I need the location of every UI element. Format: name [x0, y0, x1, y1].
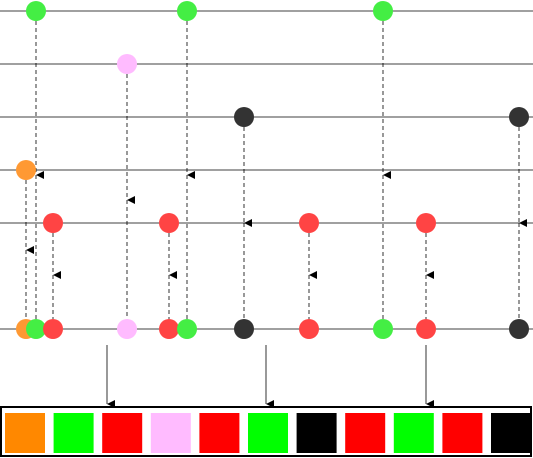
marble	[117, 54, 137, 74]
result-box	[150, 413, 191, 453]
result-box	[442, 413, 483, 453]
result-box	[199, 413, 240, 453]
output-marble	[416, 319, 436, 339]
output-marble	[117, 319, 137, 339]
result-box	[296, 413, 337, 453]
output-marble	[26, 319, 46, 339]
result-box	[393, 413, 434, 453]
marble	[26, 1, 46, 21]
arrows	[25, 21, 527, 408]
marble	[43, 213, 63, 233]
output-marble	[234, 319, 254, 339]
result-box	[53, 413, 94, 453]
result-box	[345, 413, 386, 453]
marble	[177, 1, 197, 21]
marble	[509, 107, 529, 127]
output-marble	[373, 319, 393, 339]
marble	[159, 213, 179, 233]
marbles	[16, 1, 529, 339]
output-marble	[159, 319, 179, 339]
output-marble	[177, 319, 197, 339]
timelines	[0, 10, 533, 330]
marble	[16, 160, 36, 180]
marble	[299, 213, 319, 233]
marble	[416, 213, 436, 233]
marble	[234, 107, 254, 127]
output-marble	[509, 319, 529, 339]
result-boxes	[5, 413, 531, 453]
output-marble	[43, 319, 63, 339]
result-box	[102, 413, 143, 453]
marble	[373, 1, 393, 21]
result-box	[5, 413, 45, 453]
output-marble	[299, 319, 319, 339]
result-box	[491, 413, 531, 453]
result-box	[248, 413, 288, 453]
